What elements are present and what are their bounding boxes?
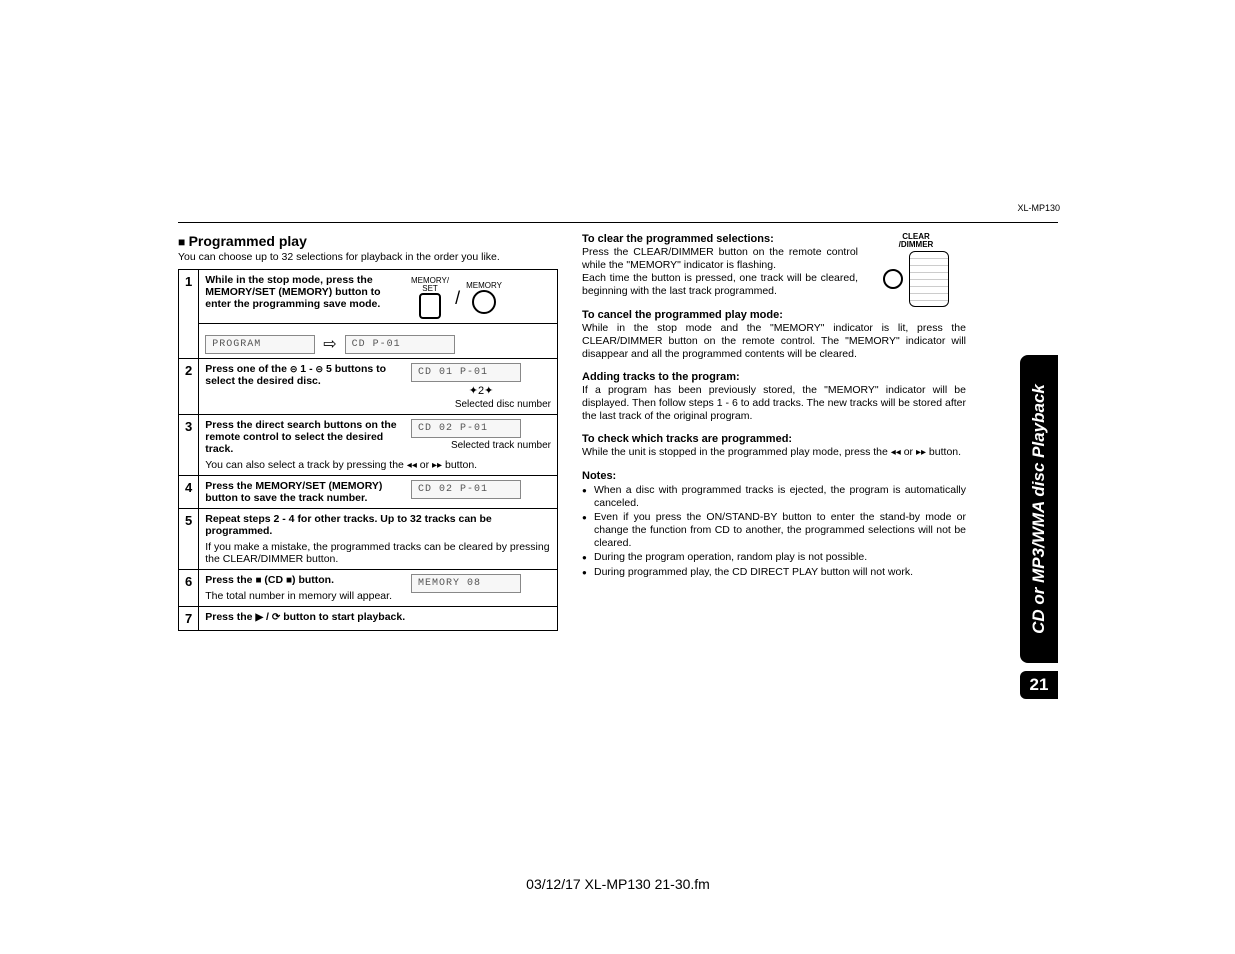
button-label: MEMORY bbox=[466, 282, 502, 290]
prev-track-icon: ◂◂ bbox=[407, 460, 417, 471]
step-text: Press the ■ (CD ■) button. The total num… bbox=[205, 574, 403, 602]
caption: Selected track number bbox=[411, 440, 551, 451]
lcd-display: CD 02 P-01 bbox=[411, 480, 521, 499]
text-fragment: Press one of the bbox=[205, 363, 290, 375]
text-fragment: (CD bbox=[261, 574, 286, 586]
lcd-display: PROGRAM bbox=[205, 335, 315, 354]
note-item: Even if you press the ON/STAND-BY button… bbox=[582, 511, 966, 550]
step-number: 4 bbox=[179, 476, 199, 509]
step-number: 1 bbox=[179, 270, 199, 359]
blink-indicator: ✦2✦ bbox=[411, 384, 551, 397]
lcd-display: CD 02 P-01 bbox=[411, 419, 521, 438]
text-fragment: While the unit is stopped in the program… bbox=[582, 446, 891, 458]
step-cell: Press one of the ⊝ 1 - ⊝ 5 buttons to se… bbox=[199, 359, 558, 415]
step-display-cell: PROGRAM ⇨ CD P-01 bbox=[199, 324, 558, 359]
next-track-icon: ▸▸ bbox=[916, 447, 926, 458]
section-intro: You can choose up to 32 selections for p… bbox=[178, 251, 558, 263]
remote-button-label: CLEAR /DIMMER bbox=[866, 233, 966, 249]
step-subtext: The total number in memory will appear. bbox=[205, 590, 403, 602]
play-icon: ▶ bbox=[255, 612, 263, 623]
arrow-right-icon: ⇨ bbox=[323, 334, 336, 354]
manual-page: XL-MP130 Programmed play You can choose … bbox=[178, 222, 1058, 902]
right-column: CLEAR /DIMMER To clear the programmed se… bbox=[582, 233, 966, 631]
step-cell: Press the ▶ / ⟳ button to start playback… bbox=[199, 607, 558, 631]
memory-button-icon bbox=[472, 290, 496, 314]
step-cell: Repeat steps 2 - 4 for other tracks. Up … bbox=[199, 509, 558, 570]
step-text: Press the MEMORY/SET (MEMORY) button to … bbox=[205, 480, 403, 504]
step-cell: Press the direct search buttons on the r… bbox=[199, 415, 558, 476]
clear-dimmer-button-icon bbox=[883, 269, 903, 289]
step-subtext: If you make a mistake, the programmed tr… bbox=[205, 541, 551, 565]
step-cell: Press the MEMORY/SET (MEMORY) button to … bbox=[199, 476, 558, 509]
paragraph: While in the stop mode and the "MEMORY" … bbox=[582, 322, 966, 361]
text-fragment: ) button. bbox=[292, 574, 334, 586]
text-fragment: button. bbox=[926, 446, 961, 458]
content-columns: Programmed play You can choose up to 32 … bbox=[178, 223, 1058, 631]
step-graphic: CD 02 P-01 Selected track number bbox=[411, 419, 551, 455]
subsection-heading: To check which tracks are programmed: bbox=[582, 433, 966, 445]
text-fragment: / bbox=[263, 611, 272, 623]
text-fragment: button to start playback. bbox=[280, 611, 405, 623]
remote-control-icon bbox=[909, 251, 949, 307]
note-item: During the program operation, random pla… bbox=[582, 551, 966, 564]
notes-list: When a disc with programmed tracks is ej… bbox=[582, 484, 966, 579]
text-fragment: or bbox=[901, 446, 916, 458]
model-code: XL-MP130 bbox=[1017, 203, 1060, 213]
next-track-icon: ▸▸ bbox=[432, 460, 442, 471]
text-fragment: Press the bbox=[205, 611, 255, 623]
step-text: Repeat steps 2 - 4 for other tracks. Up … bbox=[205, 513, 551, 537]
step-number: 3 bbox=[179, 415, 199, 476]
step-graphic: MEMORY 08 bbox=[411, 574, 551, 602]
step-graphic: CD 01 P-01 ✦2✦ Selected disc number bbox=[411, 363, 551, 410]
paragraph: If a program has been previously stored,… bbox=[582, 384, 966, 423]
disc-icon: ⊝ bbox=[315, 364, 323, 374]
subsection-heading: Adding tracks to the program: bbox=[582, 371, 966, 383]
button-illustration: MEMORY/ SET / MEMORY bbox=[411, 274, 551, 319]
lcd-display: CD 01 P-01 bbox=[411, 363, 521, 382]
slash-icon: / bbox=[455, 288, 460, 309]
lcd-display: MEMORY 08 bbox=[411, 574, 521, 593]
step-text: While in the stop mode, press the MEMORY… bbox=[205, 274, 403, 319]
section-title: Programmed play bbox=[178, 233, 558, 249]
step-text: Press one of the ⊝ 1 - ⊝ 5 buttons to se… bbox=[205, 363, 403, 410]
steps-table: 1 While in the stop mode, press the MEMO… bbox=[178, 269, 558, 631]
text-fragment: Press the direct search buttons on the r… bbox=[205, 419, 396, 455]
step-number: 6 bbox=[179, 570, 199, 607]
step-number: 7 bbox=[179, 607, 199, 631]
text-fragment: button. bbox=[442, 459, 477, 471]
step-footnote: You can also select a track by pressing … bbox=[205, 459, 551, 471]
remote-diagram: CLEAR /DIMMER bbox=[866, 233, 966, 307]
text-fragment: You can also select a track by pressing … bbox=[205, 459, 407, 471]
step-graphic: CD 02 P-01 bbox=[411, 480, 551, 504]
paragraph: While the unit is stopped in the program… bbox=[582, 446, 966, 460]
text-fragment: 1 - bbox=[297, 363, 315, 375]
button-label: SET bbox=[422, 285, 438, 293]
footer-text: 03/12/17 XL-MP130 21-30.fm bbox=[526, 876, 710, 892]
step-cell: Press the ■ (CD ■) button. The total num… bbox=[199, 570, 558, 607]
page-number: 21 bbox=[1020, 671, 1058, 699]
memory-set-button-icon bbox=[419, 293, 441, 319]
lcd-display: CD P-01 bbox=[345, 335, 455, 354]
notes-heading: Notes: bbox=[582, 470, 966, 482]
step-text: Press the direct search buttons on the r… bbox=[205, 419, 403, 455]
section-tab: CD or MP3/WMA disc Playback bbox=[1020, 355, 1058, 663]
step-cell: While in the stop mode, press the MEMORY… bbox=[199, 270, 558, 324]
left-column: Programmed play You can choose up to 32 … bbox=[178, 233, 558, 631]
text-fragment: or bbox=[417, 459, 432, 471]
caption: Selected disc number bbox=[411, 399, 551, 410]
prev-track-icon: ◂◂ bbox=[891, 447, 901, 458]
subsection-heading: To cancel the programmed play mode: bbox=[582, 309, 966, 321]
text-fragment: Press the bbox=[205, 574, 255, 586]
step-number: 2 bbox=[179, 359, 199, 415]
blink-number: 2 bbox=[478, 385, 484, 397]
section-tab-label: CD or MP3/WMA disc Playback bbox=[1029, 384, 1049, 634]
note-item: When a disc with programmed tracks is ej… bbox=[582, 484, 966, 510]
step-number: 5 bbox=[179, 509, 199, 570]
note-item: During programmed play, the CD DIRECT PL… bbox=[582, 566, 966, 579]
